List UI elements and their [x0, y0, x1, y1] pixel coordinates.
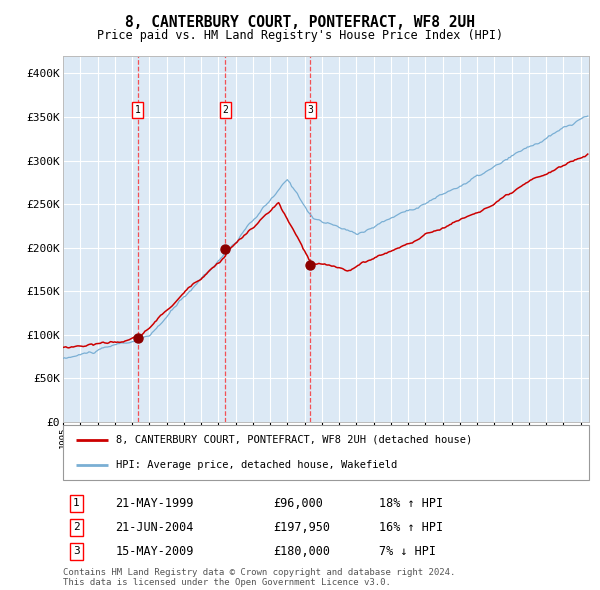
Text: Contains HM Land Registry data © Crown copyright and database right 2024.
This d: Contains HM Land Registry data © Crown c…	[63, 568, 455, 587]
Text: 1: 1	[135, 105, 140, 115]
FancyBboxPatch shape	[63, 425, 589, 480]
Text: 21-JUN-2004: 21-JUN-2004	[116, 521, 194, 534]
Text: £197,950: £197,950	[274, 521, 331, 534]
Text: 7% ↓ HPI: 7% ↓ HPI	[379, 545, 436, 558]
Text: HPI: Average price, detached house, Wakefield: HPI: Average price, detached house, Wake…	[116, 460, 397, 470]
Text: 2: 2	[73, 523, 80, 533]
Text: 2: 2	[223, 105, 229, 115]
Text: 3: 3	[73, 546, 80, 556]
Text: 21-MAY-1999: 21-MAY-1999	[116, 497, 194, 510]
Text: 8, CANTERBURY COURT, PONTEFRACT, WF8 2UH (detached house): 8, CANTERBURY COURT, PONTEFRACT, WF8 2UH…	[116, 435, 472, 445]
Text: £96,000: £96,000	[274, 497, 323, 510]
Text: 15-MAY-2009: 15-MAY-2009	[116, 545, 194, 558]
Text: 1: 1	[73, 499, 80, 509]
Text: 3: 3	[307, 105, 313, 115]
Text: Price paid vs. HM Land Registry's House Price Index (HPI): Price paid vs. HM Land Registry's House …	[97, 29, 503, 42]
Text: 16% ↑ HPI: 16% ↑ HPI	[379, 521, 443, 534]
Text: £180,000: £180,000	[274, 545, 331, 558]
Text: 18% ↑ HPI: 18% ↑ HPI	[379, 497, 443, 510]
Text: 8, CANTERBURY COURT, PONTEFRACT, WF8 2UH: 8, CANTERBURY COURT, PONTEFRACT, WF8 2UH	[125, 15, 475, 30]
